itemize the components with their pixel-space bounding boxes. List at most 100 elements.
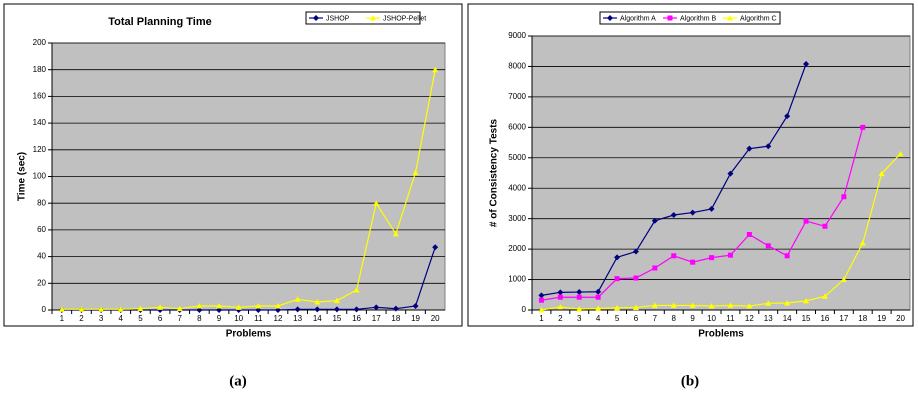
data-point [651,217,658,224]
plot-area [531,35,911,311]
data-point [576,294,582,300]
x-tick-label: 16 [820,314,829,323]
data-point [607,15,613,21]
data-point [538,297,544,303]
data-point [294,296,301,302]
y-tick-label: 2000 [508,244,526,253]
data-point [373,304,380,311]
x-tick-label: 19 [411,314,420,323]
x-tick-label: 4 [119,314,124,323]
x-tick-label: 6 [158,314,163,323]
data-point [314,298,321,305]
y-tick-label: 6000 [508,122,526,131]
x-tick-label: 7 [177,314,182,323]
x-tick-label: 8 [197,314,202,323]
y-tick-label: 60 [37,225,46,234]
data-point [632,304,639,311]
x-axis-label: Problems [226,329,272,340]
data-point [727,15,733,21]
data-point [708,303,715,309]
series-line [61,247,436,311]
x-tick-label: 17 [372,314,381,323]
x-tick-label: 4 [596,314,601,323]
series-line [61,69,436,310]
x-tick-label: 13 [293,314,302,323]
data-point [841,194,847,200]
data-point [784,299,791,306]
data-point [878,170,885,177]
data-point [746,231,752,237]
data-point [333,306,340,313]
data-point [557,294,563,300]
data-point [294,306,301,313]
x-tick-label: 13 [764,314,773,323]
data-point [859,240,866,246]
x-tick-label: 12 [745,314,754,323]
data-point [765,300,772,306]
data-point [274,302,281,309]
data-point [746,303,753,309]
caption: (b) [681,373,699,389]
x-tick-label: 11 [254,314,263,323]
data-point [557,303,564,310]
data-point [633,275,639,281]
x-tick-label: 2 [558,314,563,323]
data-point [557,289,564,296]
x-tick-label: 15 [802,314,811,323]
data-point [255,307,262,313]
data-point [708,205,715,212]
y-tick-label: 120 [33,145,47,154]
x-tick-label: 14 [313,314,322,323]
y-axis-label: Time (sec) [17,152,28,201]
x-tick-label: 10 [234,314,243,323]
y-tick-label: 40 [37,252,46,261]
y-tick-label: 160 [33,92,47,101]
data-point [117,306,124,312]
data-point [196,302,203,309]
data-point [614,276,620,282]
legend-label: Algorithm A [620,15,656,22]
data-point [632,248,639,255]
data-point [746,145,753,152]
legend-label: JSHOP-Pellet [383,15,426,22]
y-tick-label: 7000 [508,92,526,101]
y-tick-label: 5000 [508,153,526,162]
data-point [314,306,321,313]
y-tick-label: 200 [33,38,47,47]
y-tick-label: 1000 [508,275,526,284]
x-tick-label: 16 [352,314,361,323]
y-tick-label: 20 [37,278,46,287]
caption: (a) [229,373,247,389]
legend-label: Algorithm C [740,15,777,22]
x-tick-label: 7 [653,314,658,323]
series-line [541,127,864,301]
data-point [392,305,399,312]
data-point [652,265,658,271]
data-point [614,254,621,261]
y-tick-label: 0 [42,305,47,314]
x-tick-label: 15 [332,314,341,323]
data-point [538,307,545,313]
data-point [137,305,144,312]
y-tick-label: 0 [522,305,527,314]
data-point [216,302,223,309]
legend [305,11,421,25]
data-point [614,304,621,311]
x-tick-label: 20 [431,314,440,323]
data-point [333,297,340,304]
data-point [576,289,583,296]
data-point [595,305,602,311]
x-tick-label: 17 [839,314,848,323]
y-tick-label: 3000 [508,214,526,223]
data-point [897,150,904,157]
x-tick-label: 6 [634,314,639,323]
x-tick-label: 8 [672,314,677,323]
data-point [58,306,65,312]
data-point [670,212,677,219]
data-point [353,286,360,293]
data-point [432,244,439,251]
data-point [157,304,164,310]
y-tick-label: 180 [33,65,47,74]
